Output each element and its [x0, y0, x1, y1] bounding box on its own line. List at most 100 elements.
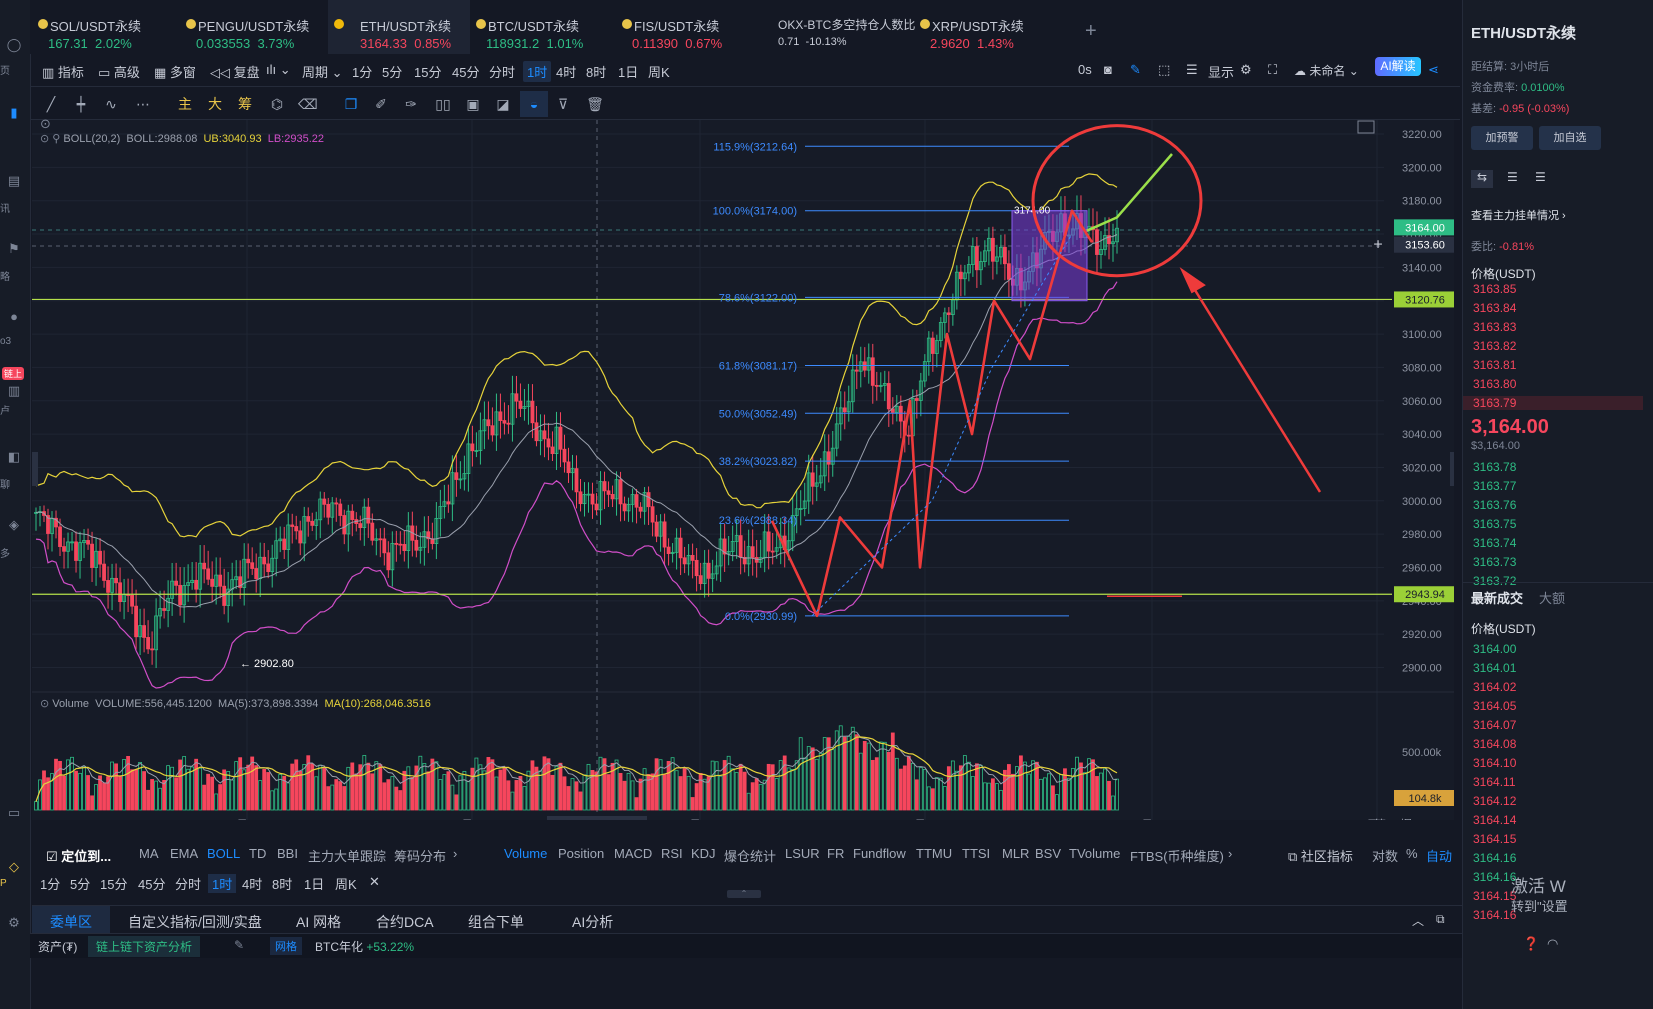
ind-ttmu[interactable]: TTMU [916, 846, 953, 861]
chevron-right-icon[interactable]: › [1228, 846, 1233, 861]
collapse-icon[interactable]: ⊙ ⚲ [40, 133, 61, 145]
ind-bsv[interactable]: BSV [1035, 846, 1062, 861]
bid-row[interactable]: 3163.78 [1473, 460, 1517, 474]
ind-ftbs[interactable]: FTBS(币种维度) [1130, 849, 1224, 864]
chat-icon[interactable]: ◧ [7, 449, 21, 464]
chain-icon[interactable]: ▥ [7, 383, 21, 398]
ind-position[interactable]: Position [558, 846, 605, 861]
tf-1m[interactable]: 1分 [40, 877, 61, 892]
tab-orders[interactable]: 委单区 [50, 914, 92, 930]
asset-analysis-link[interactable]: 链上链下资产分析 [88, 936, 201, 957]
assets-label[interactable]: 资产(₮) [38, 940, 78, 954]
ask-row[interactable]: 3163.82 [1473, 339, 1517, 353]
ind-td[interactable]: TD [249, 846, 267, 861]
locate-button[interactable]: ☑ 定位到... [46, 849, 112, 864]
chart-collapse-icon[interactable]: ⊙ [40, 116, 51, 131]
popout-icon[interactable]: ⧉ [1436, 912, 1445, 926]
chart-type-button[interactable]: ılı ⌄ [266, 62, 291, 77]
ask-row[interactable]: 3163.84 [1473, 301, 1517, 315]
tf-1d[interactable]: 1日 [618, 65, 639, 80]
bar-pattern-icon[interactable]: ▯▯ [435, 96, 451, 112]
main-force-tool[interactable]: 主 [178, 96, 192, 112]
tf-1m[interactable]: 1分 [352, 65, 373, 80]
close-icon[interactable]: ✕ [369, 874, 380, 889]
advanced-button[interactable]: ▭ 高级 [98, 65, 140, 80]
list-icon[interactable]: ☰ [1186, 62, 1198, 77]
period-button[interactable]: 周期 ⌄ [302, 65, 343, 80]
ask-row[interactable]: 3163.83 [1473, 320, 1517, 334]
trendline-tool-icon[interactable]: ╱ [46, 96, 56, 112]
depth-link[interactable]: 查看主力挂单情况 › [1471, 210, 1566, 222]
trash-icon[interactable]: 🗑 [586, 96, 604, 112]
ticker-tab-sol[interactable]: SOL/USDT永续 167.31 2.02% [38, 0, 178, 54]
grid-badge[interactable]: 网格 [270, 937, 302, 955]
ind-fundflow[interactable]: Fundflow [853, 846, 906, 861]
ind-ma[interactable]: MA [139, 846, 159, 861]
ask-row[interactable]: 3163.81 [1473, 358, 1517, 372]
tf-15m[interactable]: 15分 [414, 65, 442, 80]
ticker-tab-pengu[interactable]: PENGU/USDT永续 0.033553 3.73% [186, 0, 326, 54]
chart-icon[interactable]: ▮ [10, 105, 18, 120]
magnet-icon[interactable]: ⌬ [270, 96, 284, 112]
community-indicator-button[interactable]: ⧉ 社区指标 [1288, 849, 1353, 864]
tab-contract-dca[interactable]: 合约DCA [376, 914, 434, 930]
hline-tool-icon[interactable]: ┿ [76, 96, 86, 112]
bid-row[interactable]: 3163.73 [1473, 555, 1517, 569]
ind-rsi[interactable]: RSI [661, 846, 683, 861]
edit-icon[interactable]: ✎ [234, 938, 245, 952]
brush-icon[interactable]: ✑ [405, 96, 417, 112]
bid-row[interactable]: 3163.72 [1473, 574, 1517, 588]
large-trades-tab[interactable]: 大额 [1539, 591, 1566, 606]
tab-ai-grid[interactable]: AI 网格 [296, 914, 342, 930]
panel-resize-handle[interactable]: ⌃ [727, 890, 761, 898]
big-order-tool[interactable]: 大 [208, 96, 222, 112]
pencil-icon[interactable]: ✎ [1130, 62, 1141, 77]
camera-icon[interactable]: ◙ [1104, 62, 1112, 77]
tf-5m[interactable]: 5分 [382, 65, 403, 80]
add-alert-button[interactable]: 加预警 [1471, 126, 1533, 150]
tf-4h[interactable]: 4时 [242, 877, 263, 892]
display-button[interactable]: 显示 [1208, 65, 1235, 80]
percent-scale-toggle[interactable]: % [1406, 846, 1418, 861]
ind-mlr[interactable]: MLR [1002, 846, 1030, 861]
tf-45m[interactable]: 45分 [452, 65, 480, 80]
ind-ema[interactable]: EMA [170, 846, 199, 861]
bid-row[interactable]: 3163.77 [1473, 479, 1517, 493]
help-icon[interactable]: ❓ [1523, 936, 1540, 951]
more-icon[interactable]: ◈ [9, 517, 19, 532]
ticker-tab-btc[interactable]: BTC/USDT永续 118931.2 1.01% [476, 0, 616, 54]
ind-volume[interactable]: Volume [504, 846, 548, 861]
multi-window-button[interactable]: ▦ 多窗 [154, 65, 196, 80]
window-icon[interactable]: ▭ [7, 805, 21, 820]
settings-icon[interactable]: ⚙ [1240, 62, 1252, 77]
collapse-icon[interactable]: ⊙ [40, 698, 50, 710]
ticker-tab-okx-ratio[interactable]: OKX-BTC多空持仓人数比 0.71 -10.13% [770, 0, 920, 54]
ind-fr[interactable]: FR [827, 846, 845, 861]
ask-row[interactable]: 3163.80 [1473, 377, 1517, 391]
indicators-button[interactable]: ▥ 指标 [42, 65, 84, 80]
ind-boll[interactable]: BOLL [207, 846, 241, 861]
bid-row[interactable]: 3163.74 [1473, 536, 1517, 550]
add-watchlist-button[interactable]: 加自选 [1539, 126, 1601, 150]
tab-custom-indicator[interactable]: 自定义指标/回测/实盘 [128, 914, 262, 930]
ind-tvolume[interactable]: TVolume [1069, 846, 1121, 861]
wave-tool-icon[interactable]: ∿ [105, 96, 117, 112]
tf-8h[interactable]: 8时 [272, 877, 293, 892]
settings-icon[interactable]: ⚙ [8, 915, 20, 930]
tf-timeshare[interactable]: 分时 [175, 877, 202, 892]
visibility-icon[interactable]: ◪ [496, 96, 510, 112]
bid-row[interactable]: 3163.76 [1473, 498, 1517, 512]
ind-bbi[interactable]: BBI [277, 846, 298, 861]
crosshair-add-icon[interactable]: + [1373, 237, 1382, 254]
tf-4h[interactable]: 4时 [556, 65, 577, 80]
news-icon[interactable]: ▤ [7, 173, 21, 188]
ind-main-force[interactable]: 主力大单跟踪 [308, 849, 387, 864]
ind-macd[interactable]: MACD [614, 846, 653, 861]
ind-kdj[interactable]: KDJ [691, 846, 716, 861]
tf-timeshare[interactable]: 分时 [489, 65, 516, 80]
ai-interpret-button[interactable]: AI解读 [1375, 57, 1421, 76]
share-icon[interactable]: ⋖ [1428, 62, 1439, 77]
trades-tab[interactable]: 最新成交 [1471, 591, 1524, 606]
ind-lsur[interactable]: LSUR [785, 846, 820, 861]
tf-weekly[interactable]: 周K [648, 65, 670, 80]
